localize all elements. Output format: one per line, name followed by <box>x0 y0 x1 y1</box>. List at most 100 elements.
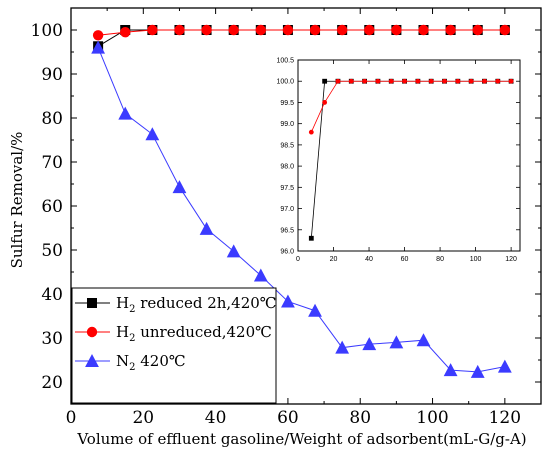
inset-frame <box>297 59 521 252</box>
series-h2-unreduced <box>92 24 511 41</box>
inset-x-tick-label: 80 <box>436 256 444 263</box>
inset-y-tick-label: 99.0 <box>280 121 294 128</box>
y-tick-label: 50 <box>41 241 63 261</box>
inset-data-point-h2-unreduced <box>335 78 341 84</box>
data-point-h2-unreduced <box>174 24 185 36</box>
data-point-n2 <box>470 364 485 378</box>
legend-label-base: H <box>116 323 129 341</box>
x-axis-title: Volume of effluent gasoline/Weight of ad… <box>76 430 526 448</box>
legend-entry-h2-reduced: H2 reduced 2h,420℃ <box>75 294 277 315</box>
inset-data-point-h2-reduced <box>322 78 328 84</box>
inset-data-point-h2-unreduced <box>375 78 381 84</box>
data-point-h2-unreduced <box>445 24 456 36</box>
inset-x-tick-label: 0 <box>296 256 300 263</box>
y-tick-label: 90 <box>41 65 63 85</box>
legend-label-base: H <box>116 294 129 312</box>
y-tick-label: 20 <box>41 373 63 393</box>
series-n2 <box>91 40 512 378</box>
inset-data-point-h2-unreduced <box>428 78 434 84</box>
inset-y-tick-label: 100.0 <box>276 79 294 86</box>
legend-entry-n2: N2 420℃ <box>75 352 186 373</box>
inset-x-tick-label: 20 <box>330 256 338 263</box>
legend: H2 reduced 2h,420℃H2 unreduced,420℃N2 42… <box>71 287 277 404</box>
data-point-h2-unreduced <box>201 24 212 36</box>
legend-label-h2-reduced: H2 reduced 2h,420℃ <box>116 294 277 315</box>
inset-data-point-h2-unreduced <box>482 78 487 84</box>
inset-data-point-h2-unreduced <box>442 78 447 84</box>
data-point-n2 <box>497 359 512 373</box>
data-point-n2 <box>389 335 404 349</box>
x-tick-label: 100 <box>416 408 448 428</box>
inset-data-point-h2-unreduced <box>388 78 394 84</box>
legend-label-text: reduced 2h,420℃ <box>135 294 276 312</box>
legend-entry-h2-unreduced: H2 unreduced,420℃ <box>75 323 272 344</box>
inset-data-point-h2-unreduced <box>415 78 421 84</box>
data-point-h2-unreduced <box>120 27 131 38</box>
inset-data-point-h2-unreduced <box>508 78 514 84</box>
x-tick-label: 0 <box>66 408 77 428</box>
legend-marker-h2-unreduced <box>86 326 98 338</box>
data-point-n2 <box>91 40 106 54</box>
legend-label-text: unreduced,420℃ <box>135 323 271 341</box>
legend-label-subscript: 2 <box>129 304 135 315</box>
data-point-h2-unreduced <box>391 24 402 36</box>
inset-data-point-h2-unreduced <box>402 78 407 84</box>
y-tick-label: 80 <box>41 109 63 129</box>
inset-y-tick-label: 100.5 <box>276 58 294 65</box>
data-point-n2 <box>443 363 458 377</box>
data-point-h2-unreduced <box>364 24 375 36</box>
y-tick-label: 60 <box>41 197 63 217</box>
inset-y-tick-label: 97.0 <box>280 206 294 213</box>
inset-x-tick-label: 40 <box>365 256 373 263</box>
data-point-h2-unreduced <box>92 30 104 41</box>
inset-data-point-h2-unreduced <box>468 78 474 84</box>
y-tick-label: 70 <box>41 153 63 173</box>
inset-y-tick-label: 96.5 <box>280 227 294 234</box>
x-tick-label: 40 <box>205 408 227 428</box>
x-tick-label: 60 <box>277 408 299 428</box>
inset-y-tick-label: 97.5 <box>280 185 294 192</box>
inset-data-point-h2-unreduced <box>362 78 367 84</box>
inset-y-tick-label: 98.0 <box>280 164 294 171</box>
legend-label-h2-unreduced: H2 unreduced,420℃ <box>116 323 272 344</box>
data-point-h2-unreduced <box>336 24 348 36</box>
y-tick-label: 30 <box>41 329 63 349</box>
data-point-n2 <box>199 221 214 235</box>
inset-x-tick-label: 120 <box>505 256 517 263</box>
data-point-n2 <box>253 268 268 282</box>
x-tick-label: 20 <box>132 408 154 428</box>
data-point-n2 <box>281 294 295 308</box>
data-point-n2 <box>145 127 160 141</box>
data-point-n2 <box>308 303 322 317</box>
legend-label-subscript: 2 <box>129 333 135 344</box>
data-point-n2 <box>335 340 350 354</box>
inset-data-point-h2-reduced <box>308 235 314 241</box>
legend-label-subscript: 2 <box>129 362 135 373</box>
legend-label-base: N <box>116 352 129 370</box>
x-tick-label: 80 <box>349 408 371 428</box>
data-point-n2 <box>362 337 377 351</box>
inset-y-tick-label: 98.5 <box>280 142 294 149</box>
data-point-n2 <box>416 333 431 347</box>
inset-series-h2-unreduced <box>308 78 514 135</box>
series-line-h2-reduced <box>97 29 505 47</box>
series-line-n2 <box>97 47 505 373</box>
data-point-h2-unreduced <box>472 24 483 36</box>
y-axis-title: Sulfur Removal/% <box>8 132 26 269</box>
data-point-h2-unreduced <box>418 24 429 36</box>
inset-data-point-h2-unreduced <box>322 100 328 105</box>
inset-data-point-h2-unreduced <box>495 78 501 84</box>
x-tick-label: 120 <box>489 408 521 428</box>
inset-data-point-h2-unreduced <box>348 78 354 84</box>
legend-box <box>71 287 277 404</box>
data-point-h2-unreduced <box>282 24 294 36</box>
legend-marker-n2 <box>85 354 99 367</box>
legend-label-n2: N2 420℃ <box>116 352 186 373</box>
data-point-h2-unreduced <box>499 24 511 36</box>
data-point-h2-unreduced <box>255 24 267 36</box>
inset-x-tick-label: 100 <box>470 256 482 263</box>
inset-plot: 0 20 40 60 80 100 120 96.0 96.5 97.0 97.5 98.0 98.5 9… <box>276 58 521 263</box>
data-point-n2 <box>118 106 133 120</box>
y-tick-label: 40 <box>41 285 63 305</box>
